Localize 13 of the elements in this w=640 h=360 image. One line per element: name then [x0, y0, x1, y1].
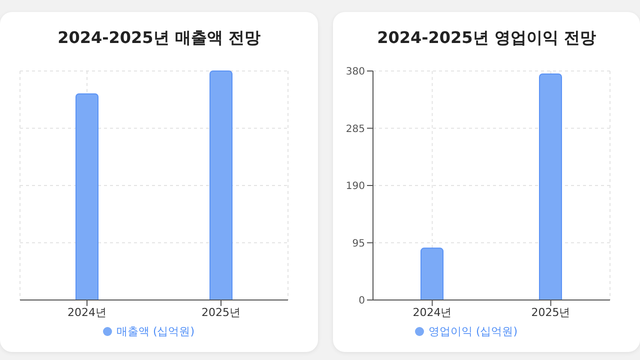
x-tick-label: 2025년 — [531, 306, 570, 319]
legend-label: 매출액 (십억원) — [116, 325, 195, 338]
chart-title: 2024-2025년 매출액 전망 — [56, 28, 262, 49]
y-tick-label: 190 — [346, 181, 365, 192]
x-tick-label: 2025년 — [202, 306, 240, 319]
y-tick-label: 95 — [352, 238, 365, 250]
chart-title: 2024-2025년 영업이익 전망 — [376, 28, 597, 49]
x-tick-label: 2024년 — [68, 306, 106, 319]
legend-label: 영업이익 (십억원) — [428, 325, 518, 338]
y-tick-label: 0 — [358, 296, 365, 307]
x-tick-label: 2024년 — [412, 306, 452, 319]
y-tick-label: 285 — [346, 124, 365, 135]
y-tick-label: 380 — [346, 66, 365, 78]
